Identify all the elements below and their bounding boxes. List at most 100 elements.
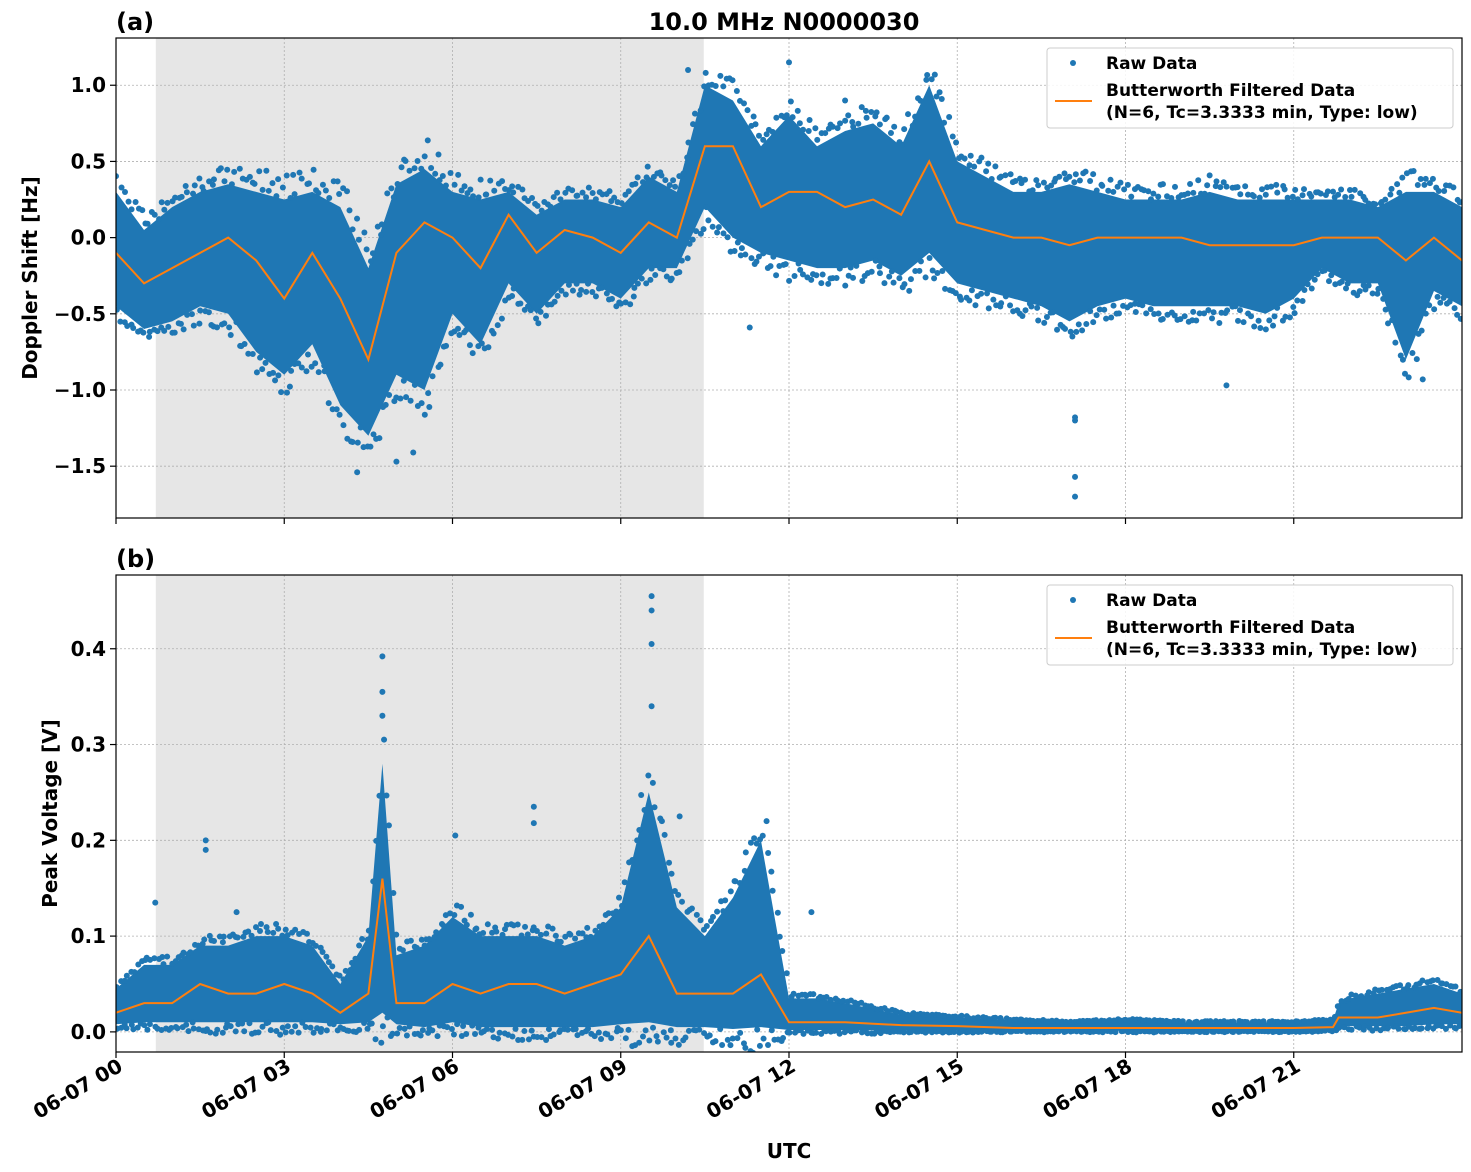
raw-data-point bbox=[435, 151, 442, 158]
raw-data-point bbox=[209, 181, 216, 188]
raw-data-point bbox=[1217, 184, 1224, 191]
raw-data-point bbox=[731, 248, 738, 255]
raw-data-point bbox=[410, 449, 417, 456]
raw-data-point bbox=[1177, 316, 1184, 323]
raw-data-point bbox=[549, 925, 556, 932]
raw-data-point bbox=[765, 1042, 772, 1049]
raw-data-point bbox=[1075, 321, 1082, 328]
raw-data-point bbox=[224, 166, 231, 173]
raw-data-point bbox=[1292, 1028, 1299, 1035]
raw-data-point bbox=[1110, 188, 1117, 195]
raw-data-point bbox=[428, 164, 435, 171]
raw-data-point bbox=[295, 360, 302, 367]
axes-frame bbox=[115, 574, 1463, 1053]
raw-data-point bbox=[938, 96, 945, 103]
filtered-data-line bbox=[116, 878, 1462, 1030]
raw-data-point bbox=[748, 255, 755, 262]
raw-data-point bbox=[1331, 1013, 1338, 1020]
raw-data-point bbox=[668, 870, 675, 877]
raw-data-point bbox=[361, 1020, 368, 1027]
raw-data-point bbox=[259, 366, 266, 373]
raw-data-point bbox=[908, 1028, 915, 1035]
x-axis-label: UTC bbox=[767, 1139, 812, 1163]
raw-data-point bbox=[146, 328, 153, 335]
raw-data-point bbox=[690, 121, 697, 128]
raw-data-point bbox=[703, 204, 710, 211]
raw-data-point bbox=[641, 807, 648, 814]
raw-data-point bbox=[786, 277, 793, 284]
raw-data-point bbox=[1414, 181, 1421, 188]
raw-data-point bbox=[1090, 171, 1097, 178]
raw-data-point bbox=[480, 929, 487, 936]
raw-data-point bbox=[1248, 313, 1255, 320]
raw-data-point bbox=[1190, 308, 1197, 315]
raw-data-point bbox=[574, 192, 581, 199]
raw-data-point bbox=[1099, 182, 1106, 189]
raw-data-point bbox=[1236, 307, 1243, 314]
raw-data-point bbox=[421, 153, 428, 160]
raw-data-point bbox=[533, 928, 540, 935]
raw-data-point bbox=[625, 1026, 632, 1033]
raw-data-point bbox=[565, 281, 572, 288]
raw-data-point bbox=[1028, 303, 1035, 310]
raw-data-point bbox=[552, 932, 559, 939]
raw-data-point bbox=[373, 837, 380, 844]
raw-data-point bbox=[1168, 195, 1175, 202]
raw-data-point bbox=[814, 136, 821, 143]
raw-data-point bbox=[318, 1025, 325, 1032]
raw-data-point bbox=[719, 1041, 726, 1048]
raw-data-point bbox=[431, 933, 438, 940]
raw-data-point bbox=[1388, 185, 1395, 192]
raw-data-point bbox=[1454, 311, 1461, 318]
raw-data-point bbox=[592, 927, 599, 934]
raw-data-point bbox=[773, 114, 780, 121]
raw-data-point bbox=[1195, 177, 1202, 184]
raw-data-point bbox=[672, 183, 679, 190]
raw-data-point bbox=[319, 181, 326, 188]
raw-data-point bbox=[1401, 370, 1408, 377]
raw-data-point bbox=[275, 176, 282, 183]
raw-data-point bbox=[1369, 290, 1376, 297]
raw-data-point bbox=[231, 168, 238, 175]
raw-data-point bbox=[325, 959, 332, 966]
raw-data-point bbox=[1382, 306, 1389, 313]
raw-data-point bbox=[1048, 1017, 1055, 1024]
raw-data-point bbox=[1171, 183, 1178, 190]
raw-data-point bbox=[386, 392, 393, 399]
raw-data-point bbox=[393, 458, 400, 465]
raw-data-point bbox=[1072, 414, 1079, 421]
raw-data-point bbox=[364, 936, 371, 943]
raw-data-point bbox=[765, 849, 772, 856]
legend-box bbox=[1046, 584, 1454, 666]
raw-data-point bbox=[1273, 181, 1280, 188]
raw-data-point bbox=[1155, 193, 1162, 200]
raw-data-point bbox=[1300, 186, 1307, 193]
raw-data-point bbox=[265, 187, 272, 194]
raw-data-point bbox=[934, 270, 941, 277]
raw-data-point bbox=[1041, 319, 1048, 326]
raw-data-point bbox=[774, 909, 781, 916]
raw-data-point bbox=[205, 309, 212, 316]
raw-data-point bbox=[330, 1021, 337, 1028]
raw-data-point bbox=[1193, 317, 1200, 324]
raw-data-point bbox=[141, 1022, 148, 1029]
raw-data-point bbox=[1446, 298, 1453, 305]
raw-data-point bbox=[712, 1038, 719, 1045]
raw-data-point bbox=[652, 272, 659, 279]
raw-data-point bbox=[239, 1020, 246, 1027]
raw-data-point bbox=[744, 107, 751, 114]
y-tick-label: 0.1 bbox=[71, 924, 106, 948]
raw-data-point bbox=[455, 171, 462, 178]
raw-data-point bbox=[1396, 189, 1403, 196]
raw-data-point bbox=[130, 324, 137, 331]
raw-data-point bbox=[1257, 324, 1264, 331]
raw-data-point bbox=[1072, 473, 1079, 480]
raw-data-point bbox=[691, 110, 698, 117]
raw-data-point bbox=[1262, 191, 1269, 198]
raw-data-point bbox=[125, 198, 132, 205]
raw-data-point bbox=[978, 290, 985, 297]
raw-data-point bbox=[146, 1021, 153, 1028]
raw-data-point bbox=[116, 984, 120, 991]
raw-data-point bbox=[576, 291, 583, 298]
raw-data-point bbox=[1159, 315, 1166, 322]
